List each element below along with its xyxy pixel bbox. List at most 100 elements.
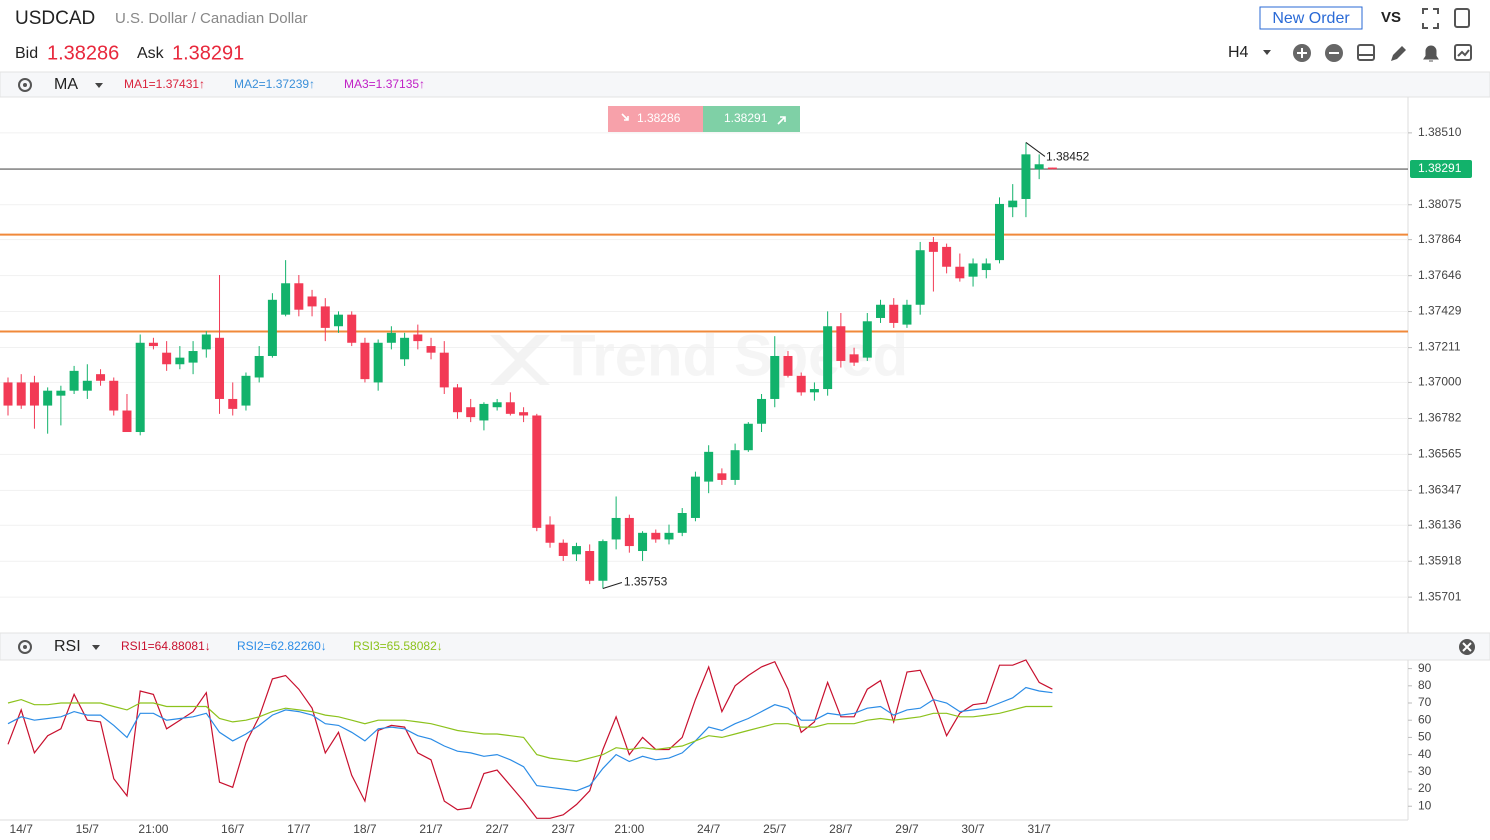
new-order-text[interactable]: New Order — [1272, 10, 1350, 27]
watermark-logo — [490, 335, 550, 385]
candle — [968, 258, 978, 287]
new-order-button[interactable]: New Order — [1259, 6, 1363, 30]
sell-price: 1.38286 — [637, 111, 681, 125]
candle-body — [783, 355, 793, 376]
candle — [796, 372, 806, 396]
candle-body — [122, 410, 132, 433]
candle — [3, 377, 13, 416]
fullscreen-icon[interactable] — [1422, 8, 1439, 29]
candle-body — [677, 513, 687, 533]
ma-dropdown[interactable] — [95, 83, 103, 88]
candle-body — [889, 304, 899, 323]
candle — [466, 398, 476, 423]
candle — [254, 346, 264, 383]
close-x — [1462, 642, 1472, 652]
timeframe-dropdown[interactable] — [1263, 50, 1271, 55]
candle-body — [135, 342, 145, 433]
candle-body — [228, 398, 238, 409]
sell-arrow — [621, 113, 629, 121]
vs-button[interactable]: VS — [1381, 9, 1401, 26]
candle-body — [981, 263, 991, 271]
candle-body — [1021, 154, 1031, 199]
x-tick-label: 18/7 — [353, 822, 377, 836]
candle — [638, 531, 648, 561]
x-tick-label: 30/7 — [961, 822, 985, 836]
sell-box[interactable] — [608, 106, 703, 132]
layout-icon[interactable] — [1357, 44, 1375, 61]
candle-body — [558, 542, 568, 556]
candle-body — [466, 407, 476, 418]
y-tick-label: 20 — [1418, 781, 1432, 795]
candle-body — [413, 334, 423, 342]
candle-body — [651, 532, 661, 540]
candle — [611, 496, 621, 550]
rsi-line — [7, 659, 1053, 819]
rsi-settings[interactable] — [18, 640, 32, 654]
candle — [690, 471, 700, 522]
x-tick-label: 21/7 — [419, 822, 443, 836]
candle — [400, 332, 410, 366]
y-tick-label: 1.36565 — [1418, 446, 1462, 460]
y-tick-label: 90 — [1418, 661, 1432, 675]
rsi-close[interactable] — [1459, 639, 1475, 655]
candle — [135, 334, 145, 436]
ask-price: 1.38291 — [172, 42, 244, 64]
indicator-line — [1457, 49, 1470, 57]
high-pointer — [1025, 142, 1046, 157]
candle — [730, 443, 740, 485]
candle — [836, 313, 846, 368]
candle-body — [16, 382, 26, 406]
y-tick-label: 1.37000 — [1418, 375, 1462, 389]
x-tick-label: 25/7 — [763, 822, 787, 836]
candle-body — [386, 332, 396, 343]
candle — [598, 539, 608, 589]
candle — [241, 372, 251, 411]
zoom-in[interactable] — [1293, 44, 1311, 62]
candle-body — [241, 375, 251, 406]
candle — [532, 413, 542, 532]
candle — [413, 324, 423, 350]
candle-body — [849, 354, 859, 363]
y-tick-label: 40 — [1418, 747, 1432, 761]
candle-body — [267, 299, 277, 356]
candle-body — [3, 382, 13, 406]
candle — [452, 384, 462, 419]
zoom-out[interactable] — [1325, 44, 1343, 62]
y-tick-label: 60 — [1418, 712, 1432, 726]
x-tick-label: 24/7 — [697, 822, 721, 836]
x-tick-label: 16/7 — [221, 822, 245, 836]
panel-icon[interactable] — [1454, 8, 1470, 28]
y-tick-label: 30 — [1418, 764, 1432, 778]
indicator-value: MA1=1.37431↑ — [124, 77, 205, 91]
candle — [743, 422, 753, 452]
candle — [915, 241, 925, 315]
ma-name[interactable]: MA — [54, 76, 78, 93]
alert-icon[interactable] — [1423, 45, 1439, 62]
quote-box[interactable]: 1.38286 1.38291 — [608, 106, 800, 132]
timeframe[interactable]: H4 — [1228, 44, 1249, 61]
indicator-value: MA2=1.37239↑ — [234, 77, 315, 91]
candle-body — [492, 402, 502, 408]
indicator-frame — [1454, 44, 1472, 61]
high-label: 1.38452 — [1046, 150, 1090, 164]
candle-body — [1034, 164, 1044, 170]
candle — [56, 385, 66, 426]
draw-icon[interactable] — [1391, 46, 1406, 61]
candle — [955, 253, 965, 282]
candle — [82, 364, 92, 399]
candle-body — [664, 532, 674, 540]
indicator-value: RSI3=65.58082↓ — [353, 639, 443, 653]
candle-body — [638, 532, 648, 552]
indicator-icon[interactable] — [1454, 44, 1472, 61]
rsi-name[interactable]: RSI — [54, 638, 81, 655]
gear-hub — [23, 83, 27, 87]
candle-body — [624, 517, 634, 547]
candle — [307, 289, 317, 317]
candle-body — [598, 541, 608, 581]
candle — [704, 445, 714, 494]
rsi-dropdown[interactable] — [92, 645, 100, 650]
candle — [175, 346, 185, 370]
ma-settings[interactable] — [18, 78, 32, 92]
candle-body — [307, 296, 317, 307]
y-tick-label: 10 — [1418, 798, 1432, 812]
